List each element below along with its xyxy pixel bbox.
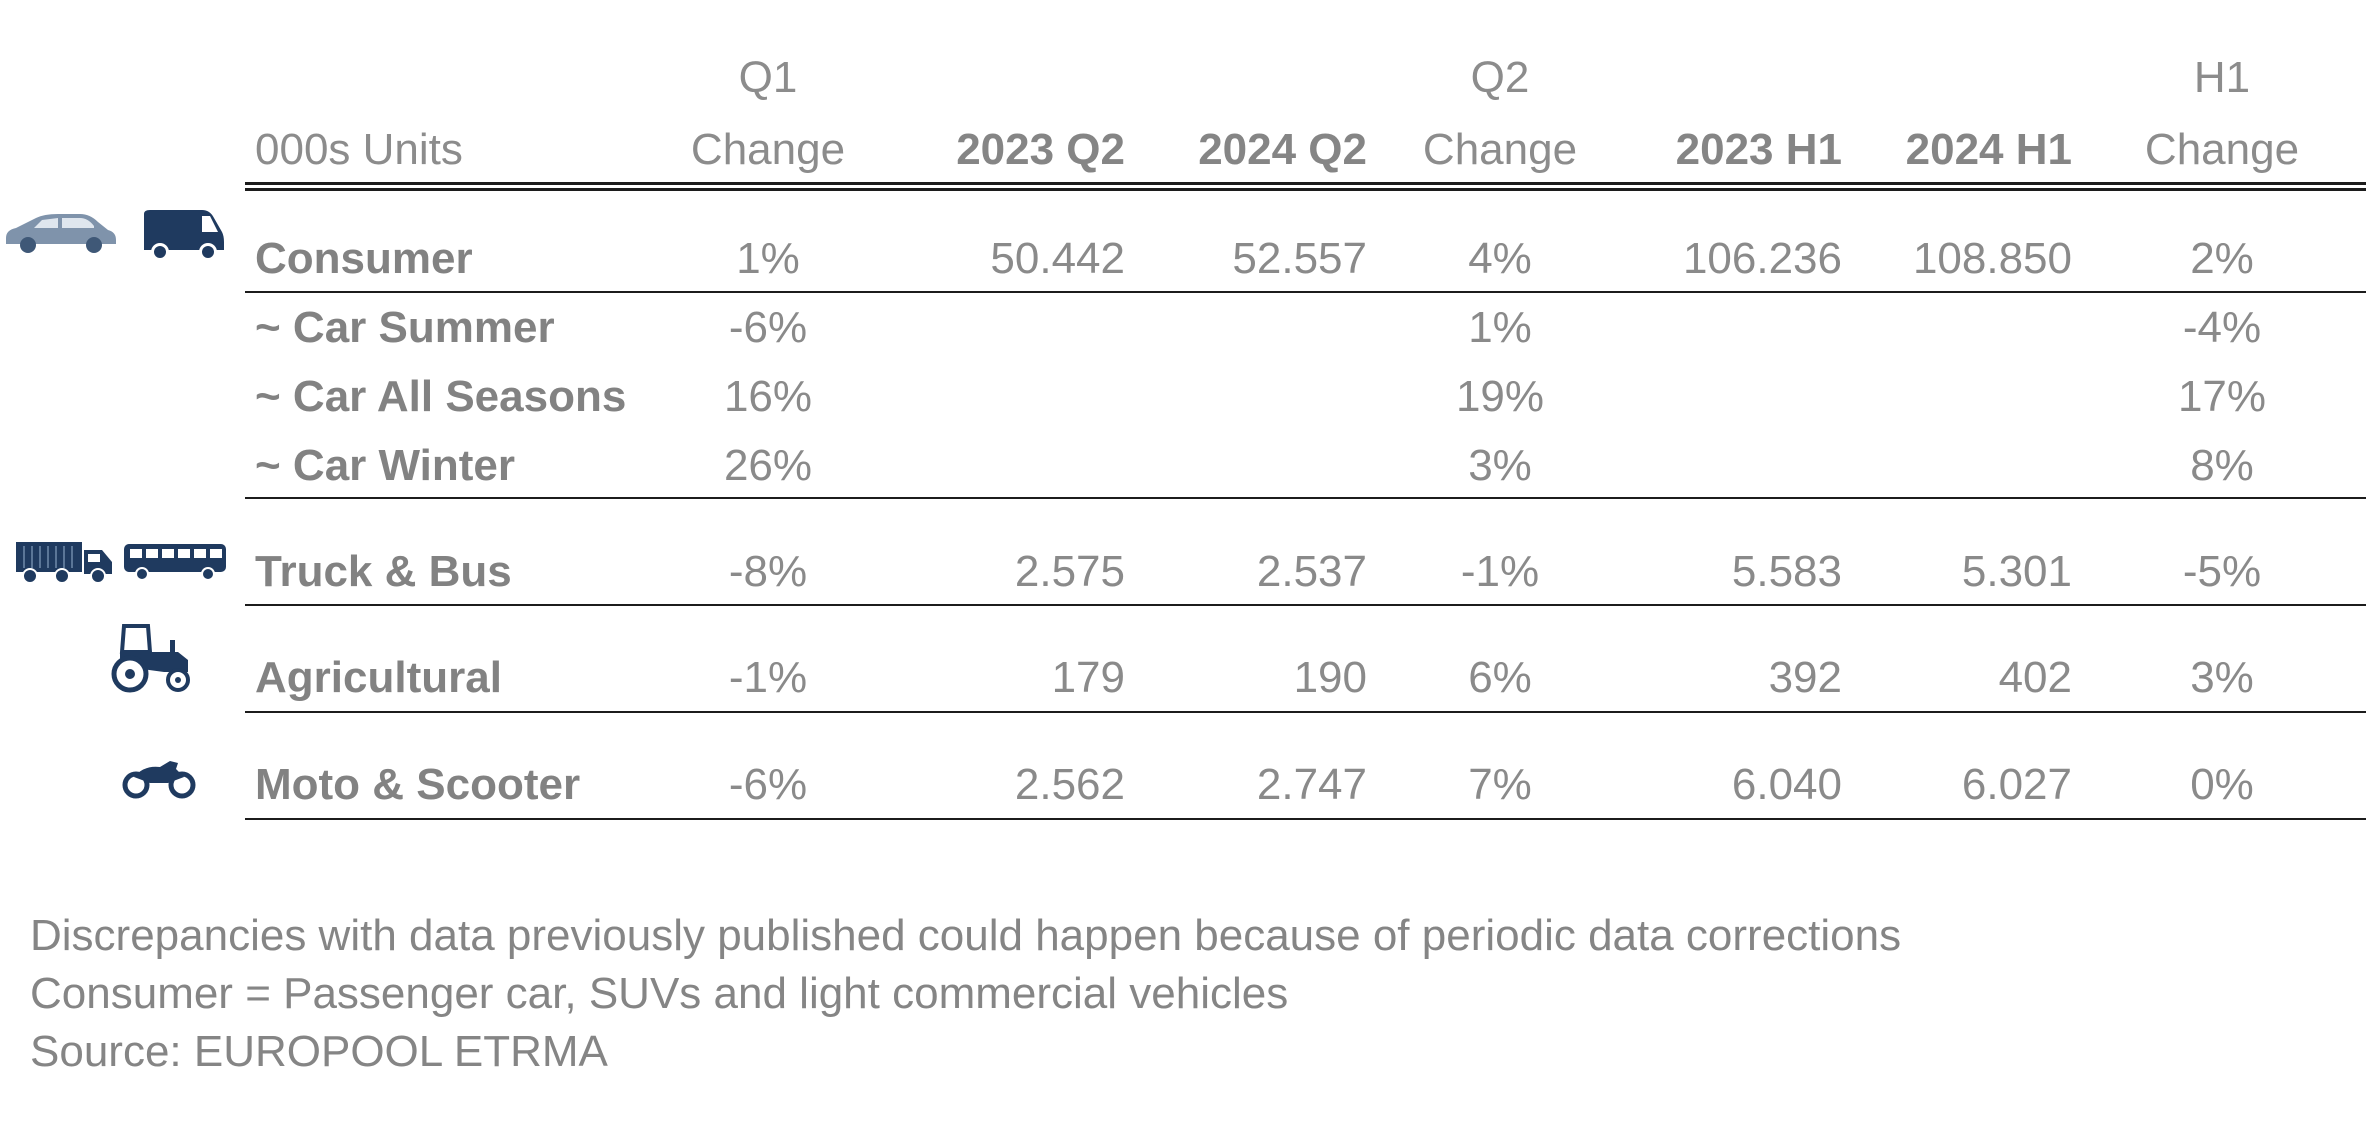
q1-change-header: Change xyxy=(690,125,846,174)
note-discrepancies: Discrepancies with data previously publi… xyxy=(30,911,1902,960)
note-consumer-definition: Consumer = Passenger car, SUVs and light… xyxy=(30,969,1289,1018)
consumer-2023-q2: 50.442 xyxy=(990,234,1125,283)
row-label-consumer: Consumer xyxy=(255,234,473,283)
agricultural-q2-change: 6% xyxy=(1468,653,1532,702)
agricultural-2023-h1: 392 xyxy=(1768,653,1842,702)
truck-bus-2023-q2: 2.575 xyxy=(1014,547,1125,596)
unit-label: 000s Units xyxy=(255,125,463,174)
agricultural-2024-h1: 402 xyxy=(1998,653,2072,702)
car-winter-q2-change: 3% xyxy=(1468,441,1532,490)
motorcycle-icon xyxy=(122,761,196,799)
col-2024-q2-header: 2024 Q2 xyxy=(1198,125,1367,174)
truck-bus-q1-change: -8% xyxy=(728,547,808,596)
van-icon xyxy=(144,210,224,261)
consumer-2024-h1: 108.850 xyxy=(1912,234,2072,283)
consumer-q2-change: 4% xyxy=(1468,234,1532,283)
q2-change-header: Change xyxy=(1422,125,1578,174)
car-icon xyxy=(6,214,116,253)
row-label-truck-bus: Truck & Bus xyxy=(255,547,512,596)
car-summer-q2-change: 1% xyxy=(1468,303,1532,352)
truck-bus-2024-h1: 5.301 xyxy=(1961,547,2072,596)
header-rule-bottom xyxy=(245,188,2366,191)
car-all-seasons-q2-change: 19% xyxy=(1455,372,1545,421)
row-divider xyxy=(245,497,2366,499)
car-summer-q1-change: -6% xyxy=(728,303,808,352)
row-label-car-summer: ~ Car Summer xyxy=(255,303,555,352)
moto-scooter-2024-q2: 2.747 xyxy=(1256,760,1367,809)
row-label-moto-scooter: Moto & Scooter xyxy=(255,760,581,809)
agricultural-h1-change: 3% xyxy=(2190,653,2254,702)
agricultural-q1-change: -1% xyxy=(728,653,808,702)
row-divider xyxy=(245,604,2366,606)
consumer-2024-q2: 52.557 xyxy=(1232,234,1367,283)
truck-bus-2024-q2: 2.537 xyxy=(1256,547,1367,596)
q1-group-header: Q1 xyxy=(738,53,798,102)
truck-bus-2023-h1: 5.583 xyxy=(1731,547,1842,596)
truck-icon xyxy=(16,542,112,584)
h1-group-header: H1 xyxy=(2193,53,2251,102)
truck-bus-h1-change: -5% xyxy=(2182,547,2262,596)
car-all-seasons-h1-change: 17% xyxy=(2177,372,2267,421)
q2-group-header: Q2 xyxy=(1470,53,1530,102)
car-summer-h1-change: -4% xyxy=(2182,303,2262,352)
car-winter-h1-change: 8% xyxy=(2190,441,2254,490)
agricultural-2023-q2: 179 xyxy=(1051,653,1125,702)
col-2023-h1-header: 2023 H1 xyxy=(1675,125,1842,174)
tractor-icon xyxy=(111,624,190,693)
row-divider xyxy=(245,711,2366,713)
row-divider xyxy=(245,818,2366,820)
moto-scooter-2024-h1: 6.027 xyxy=(1961,760,2072,809)
col-2024-h1-header: 2024 H1 xyxy=(1905,125,2072,174)
row-divider xyxy=(245,291,2366,293)
row-label-agricultural: Agricultural xyxy=(255,653,502,702)
bus-icon xyxy=(124,544,226,581)
moto-scooter-2023-h1: 6.040 xyxy=(1731,760,1842,809)
moto-scooter-2023-q2: 2.562 xyxy=(1014,760,1125,809)
consumer-h1-change: 2% xyxy=(2190,234,2254,283)
consumer-q1-change: 1% xyxy=(736,234,800,283)
row-label-car-all-seasons: ~ Car All Seasons xyxy=(255,372,627,421)
moto-scooter-h1-change: 0% xyxy=(2190,760,2254,809)
row-label-car-winter: ~ Car Winter xyxy=(255,441,516,490)
consumer-2023-h1: 106.236 xyxy=(1682,234,1842,283)
moto-scooter-q1-change: -6% xyxy=(728,760,808,809)
truck-bus-q2-change: -1% xyxy=(1460,547,1540,596)
agricultural-2024-q2: 190 xyxy=(1293,653,1367,702)
moto-scooter-q2-change: 7% xyxy=(1468,760,1532,809)
car-all-seasons-q1-change: 16% xyxy=(723,372,813,421)
h1-change-header: Change xyxy=(2144,125,2300,174)
col-2023-q2-header: 2023 Q2 xyxy=(956,125,1125,174)
note-source: Source: EUROPOOL ETRMA xyxy=(30,1027,608,1076)
header-rule-top xyxy=(245,182,2366,185)
car-winter-q1-change: 26% xyxy=(723,441,813,490)
